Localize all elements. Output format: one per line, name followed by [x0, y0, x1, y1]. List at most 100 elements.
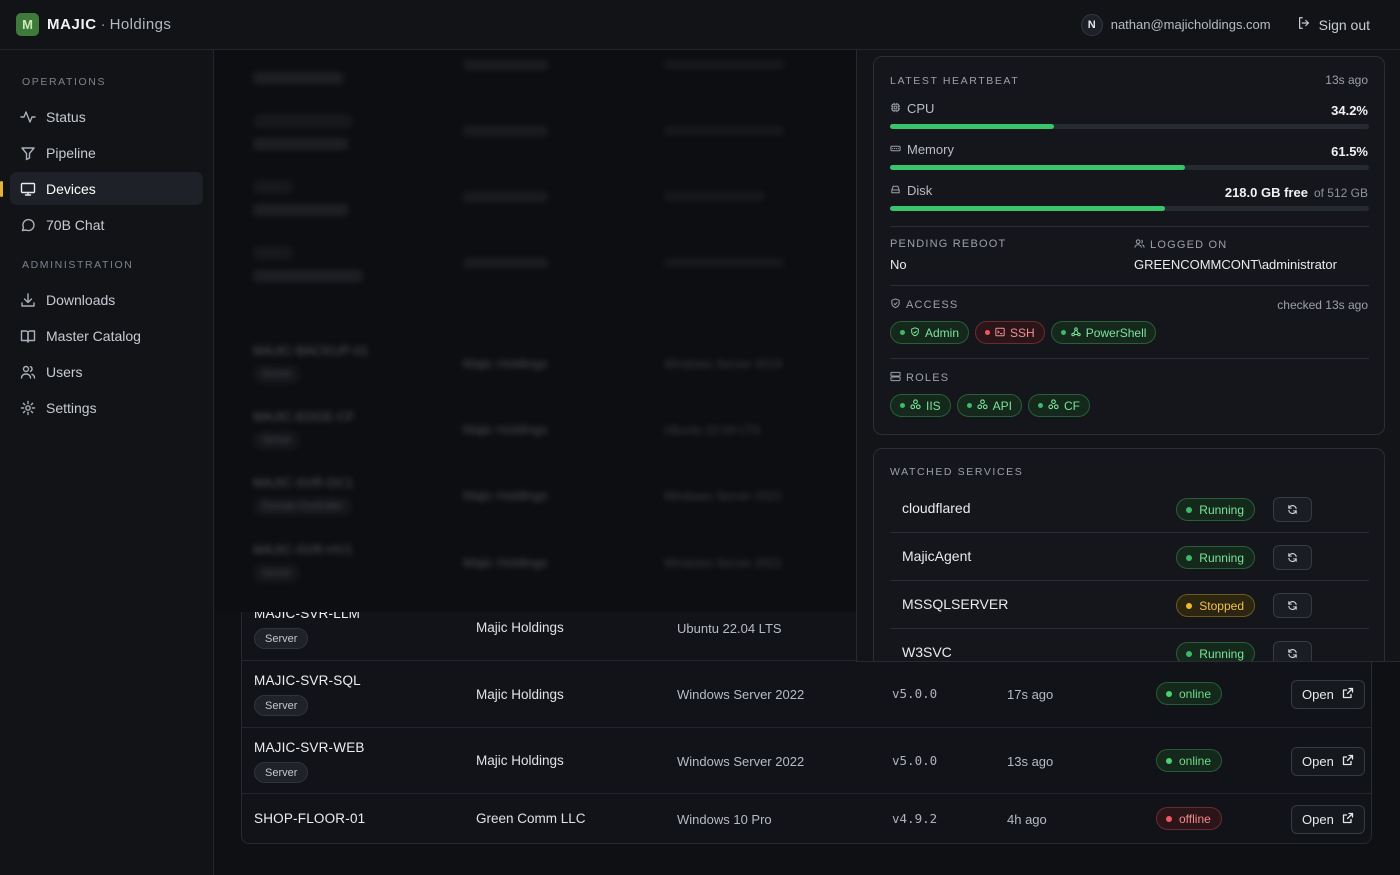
device-owner: Majic Holdings	[476, 620, 564, 635]
blurred-owner: Majic Holdings	[463, 422, 548, 437]
administration-section-title: ADMINISTRATION	[22, 259, 134, 271]
status-dot	[1186, 506, 1193, 513]
status-badge: online	[1156, 682, 1223, 705]
activity-icon	[20, 109, 36, 125]
download-icon	[20, 292, 36, 308]
main-content: MAJIC-SVR-LLM Server Majic Holdings Ubun…	[214, 50, 1400, 875]
sidebar-item-devices[interactable]: Devices	[0, 172, 203, 205]
table-row[interactable]: MAJIC-SVR-WEB Server Majic Holdings Wind…	[242, 728, 1371, 794]
chip-label: SSH	[1010, 325, 1035, 340]
device-name[interactable]: SHOP-FLOOR-01	[254, 811, 366, 826]
modal-backdrop[interactable]: MAJIC-BACKUP-01 Server Majic Holdings Wi…	[214, 50, 856, 612]
open-device-button[interactable]: Open	[1291, 747, 1365, 776]
sign-out-button[interactable]: Sign out	[1297, 16, 1370, 33]
disk-total: of 512 GB	[1313, 186, 1368, 200]
service-name: MSSQLSERVER	[902, 596, 1009, 612]
device-owner: Green Comm LLC	[476, 811, 586, 826]
sidebar-item-settings[interactable]: Settings	[10, 391, 203, 424]
cluster-icon	[910, 398, 921, 413]
cpu-icon	[890, 101, 901, 116]
open-label: Open	[1302, 754, 1334, 769]
external-link-icon	[1342, 812, 1354, 827]
blurred-table: MAJIC-BACKUP-01 Server Majic Holdings Wi…	[241, 50, 856, 612]
brand-separator: ·	[100, 16, 106, 33]
access-checked-time: checked 13s ago	[1277, 298, 1368, 312]
chip-dot	[985, 330, 991, 335]
external-link-icon	[1342, 754, 1354, 769]
device-type-badge: Server	[254, 695, 309, 716]
disk-bar	[890, 206, 1369, 211]
brand-subtitle: Holdings	[109, 16, 172, 33]
sidebar-item-label: Settings	[46, 399, 97, 416]
status-label: offline	[1179, 811, 1211, 826]
service-name: W3SVC	[902, 644, 952, 660]
access-chips: Admin SSH PowerShell	[890, 321, 1157, 344]
service-status-label: Running	[1199, 550, 1244, 565]
sign-out-icon	[1297, 16, 1311, 33]
refresh-icon	[1287, 550, 1298, 566]
blurred-owner: Majic Holdings	[463, 555, 548, 570]
open-label: Open	[1302, 812, 1334, 827]
external-link-icon	[1342, 687, 1354, 702]
network-icon	[1071, 326, 1081, 340]
service-status-badge: Running	[1176, 498, 1255, 521]
restart-service-button[interactable]	[1273, 641, 1312, 661]
agent-version: v5.0.0	[892, 686, 938, 701]
users-icon	[20, 364, 36, 380]
sidebar-item-users[interactable]: Users	[10, 355, 203, 388]
disk-icon	[890, 183, 901, 198]
operations-section-title: OPERATIONS	[22, 76, 107, 88]
chip-dot	[1060, 330, 1066, 335]
cpu-label: CPU	[890, 101, 934, 116]
heartbeat-title: LATEST HEARTBEAT	[890, 75, 1020, 87]
device-owner: Majic Holdings	[476, 687, 564, 702]
sidebar-item-status[interactable]: Status	[10, 100, 203, 133]
access-chip-admin: Admin	[890, 321, 970, 344]
pending-reboot-label: PENDING REBOOT	[890, 238, 1007, 250]
status-label: online	[1179, 686, 1212, 701]
device-name[interactable]: MAJIC-SVR-SQL	[254, 673, 361, 688]
sidebar-item-70b-chat[interactable]: 70B Chat	[10, 208, 203, 241]
device-os: Windows Server 2022	[677, 687, 805, 702]
service-status-label: Running	[1199, 646, 1244, 661]
status-badge: offline	[1156, 807, 1222, 830]
blurred-type-badge: Server	[253, 431, 301, 450]
restart-service-button[interactable]	[1273, 545, 1312, 570]
roles-label-text: ROLES	[906, 372, 950, 384]
blurred-device-name: MAJIC-BACKUP-01	[253, 343, 369, 358]
service-row: cloudflared Running	[890, 485, 1369, 533]
sidebar-item-master-catalog[interactable]: Master Catalog	[10, 319, 203, 352]
disk-free: 218.0 GB free	[1224, 185, 1308, 200]
sidebar-item-label: Pipeline	[46, 144, 96, 161]
blurred-device-name: MAJIC-SVR-DC1	[253, 475, 354, 490]
logged-on-label: LOGGED ON	[1134, 238, 1227, 252]
heartbeat-card: LATEST HEARTBEAT 13s ago CPU 34.2% Memor…	[873, 56, 1385, 435]
blurred-device-name: MAJIC-EDGE-CF	[253, 409, 355, 424]
memory-label: Memory	[890, 142, 954, 157]
service-status-label: Stopped	[1199, 598, 1244, 613]
avatar[interactable]: N	[1080, 13, 1103, 36]
access-chip-ssh: SSH	[975, 321, 1045, 344]
table-row[interactable]: MAJIC-SVR-SQL Server Majic Holdings Wind…	[242, 661, 1371, 728]
shield-check-icon	[890, 298, 901, 312]
open-device-button[interactable]: Open	[1291, 805, 1365, 834]
refresh-icon	[1287, 502, 1298, 518]
watched-services-card: WATCHED SERVICES cloudflared Running Maj…	[873, 448, 1385, 661]
status-badge: online	[1156, 749, 1223, 772]
table-row[interactable]: SHOP-FLOOR-01 Green Comm LLC Windows 10 …	[242, 794, 1371, 843]
open-device-button[interactable]: Open	[1291, 680, 1365, 709]
monitor-icon	[20, 181, 36, 197]
chip-label: Admin	[925, 325, 960, 340]
blurred-row: MAJIC-SVR-HV1 Server Majic Holdings Wind…	[241, 537, 856, 603]
restart-service-button[interactable]	[1273, 593, 1312, 618]
blurred-owner: Majic Holdings	[463, 488, 548, 503]
blurred-os: Windows Server 2019	[664, 357, 782, 371]
device-name[interactable]: MAJIC-SVR-WEB	[254, 740, 365, 755]
device-os: Windows Server 2022	[677, 754, 805, 769]
sidebar-item-downloads[interactable]: Downloads	[10, 283, 203, 316]
pending-reboot-value: No	[890, 257, 907, 272]
restart-service-button[interactable]	[1273, 497, 1312, 522]
roles-label: ROLES	[890, 371, 949, 385]
logo-badge[interactable]: M	[16, 13, 39, 36]
sidebar-item-pipeline[interactable]: Pipeline	[10, 136, 203, 169]
